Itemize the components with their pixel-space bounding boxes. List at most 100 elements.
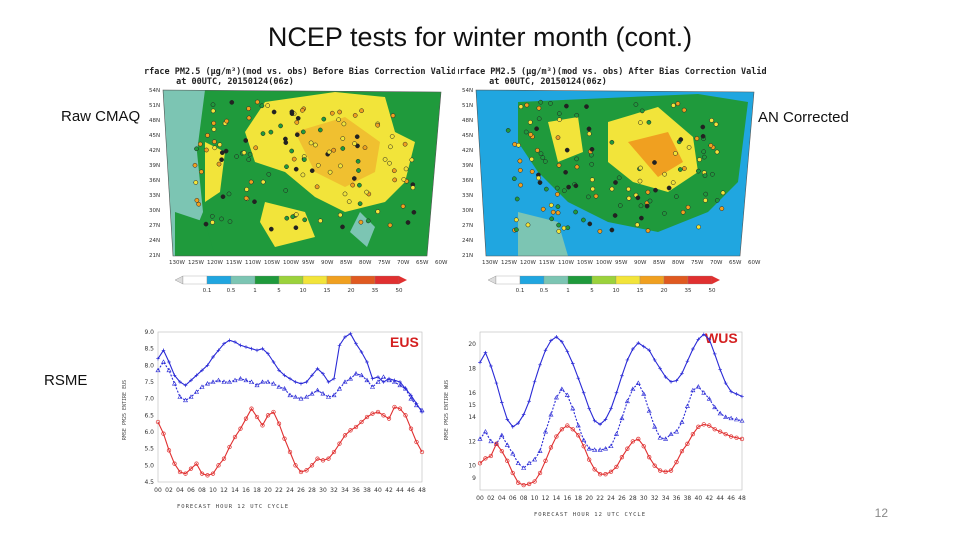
station-marker: [609, 186, 615, 192]
lat-tick: 27N: [149, 223, 160, 229]
data-point: [353, 424, 359, 430]
data-point: [397, 382, 403, 388]
station-marker: [518, 182, 523, 188]
data-point: [392, 404, 397, 410]
station-marker: [581, 217, 586, 223]
data-point: [293, 463, 298, 468]
data-point: [254, 382, 260, 388]
station-marker: [528, 132, 534, 137]
station-marker: [295, 115, 301, 121]
data-point: [260, 346, 265, 351]
station-marker: [514, 227, 519, 233]
x-tick-label: 00: [154, 487, 162, 494]
station-marker: [338, 163, 343, 169]
station-marker: [260, 179, 266, 185]
lon-tick: 90W: [321, 260, 334, 266]
x-tick-label: 08: [520, 495, 528, 502]
x-tick-label: 42: [385, 487, 393, 494]
data-point: [376, 375, 380, 379]
series-line-an-corrected: [157, 361, 423, 411]
x-tick-label: 34: [662, 495, 670, 502]
lat-tick: 42N: [149, 148, 160, 154]
x-tick-label: 38: [684, 495, 692, 502]
data-point: [488, 453, 494, 459]
x-tick-label: 18: [253, 487, 261, 494]
x-tick-label: 30: [319, 487, 327, 494]
colorbar-tick: 5: [277, 288, 281, 294]
data-point: [515, 460, 521, 466]
y-axis-label: RMSE PM25 ENTIRE EUS: [122, 380, 128, 440]
data-point: [619, 415, 625, 421]
data-point: [565, 423, 570, 428]
station-marker: [708, 143, 714, 148]
data-point: [380, 374, 387, 379]
x-tick-label: 16: [242, 487, 250, 494]
data-point: [685, 441, 690, 446]
data-point: [347, 376, 354, 381]
lon-tick: 80W: [672, 260, 685, 266]
station-marker: [293, 166, 299, 172]
data-point: [690, 431, 696, 437]
x-tick-label: 12: [220, 487, 228, 494]
data-point: [193, 389, 200, 394]
station-marker: [700, 124, 706, 130]
station-marker: [548, 101, 553, 106]
x-tick-label: 36: [673, 495, 681, 502]
station-marker: [309, 168, 315, 174]
station-marker: [301, 157, 307, 162]
data-point: [483, 350, 488, 355]
lat-tick: 51N: [149, 103, 160, 109]
x-tick-label: 24: [286, 487, 294, 494]
data-point: [734, 392, 739, 396]
data-point: [554, 434, 559, 439]
data-point: [299, 381, 303, 386]
station-marker: [314, 184, 320, 190]
station-marker: [536, 175, 541, 181]
y-tick-label: 16: [468, 390, 476, 397]
lon-tick: 60W: [435, 260, 448, 266]
station-marker: [573, 209, 578, 215]
station-marker: [210, 108, 216, 114]
station-marker: [637, 178, 643, 184]
data-point: [707, 423, 712, 428]
x-tick-label: 48: [738, 495, 746, 502]
data-point: [413, 402, 420, 408]
station-marker: [390, 113, 396, 118]
station-marker: [535, 147, 540, 153]
data-point: [478, 360, 482, 365]
station-marker: [703, 198, 708, 203]
x-tick-label: 14: [553, 495, 561, 502]
data-point: [614, 390, 619, 395]
data-point: [718, 429, 723, 434]
series-line-raw-cmaq: [479, 333, 743, 428]
station-marker: [714, 149, 720, 155]
data-point: [603, 472, 608, 477]
colorbar-segment: [374, 275, 400, 285]
station-marker: [538, 99, 544, 105]
station-marker: [626, 195, 632, 201]
label-an-corrected: AN Corrected: [758, 109, 849, 126]
station-marker: [538, 151, 544, 157]
station-marker: [540, 206, 546, 212]
data-point: [358, 372, 365, 378]
data-point: [625, 446, 630, 451]
x-tick-label: 06: [509, 495, 517, 502]
data-point: [238, 426, 243, 431]
data-point: [635, 380, 641, 385]
data-point: [156, 356, 160, 361]
station-marker: [247, 151, 253, 157]
data-point: [199, 384, 205, 389]
data-point: [549, 338, 553, 343]
station-marker: [199, 169, 204, 175]
data-point: [386, 377, 392, 383]
station-marker: [646, 119, 652, 125]
data-point: [636, 341, 641, 345]
lat-tick: 27N: [462, 223, 473, 229]
data-point: [188, 394, 194, 399]
data-point: [337, 441, 342, 446]
data-point: [592, 467, 597, 472]
data-point: [321, 371, 325, 376]
data-point: [331, 449, 337, 455]
data-point: [668, 468, 674, 473]
station-marker: [555, 191, 560, 197]
